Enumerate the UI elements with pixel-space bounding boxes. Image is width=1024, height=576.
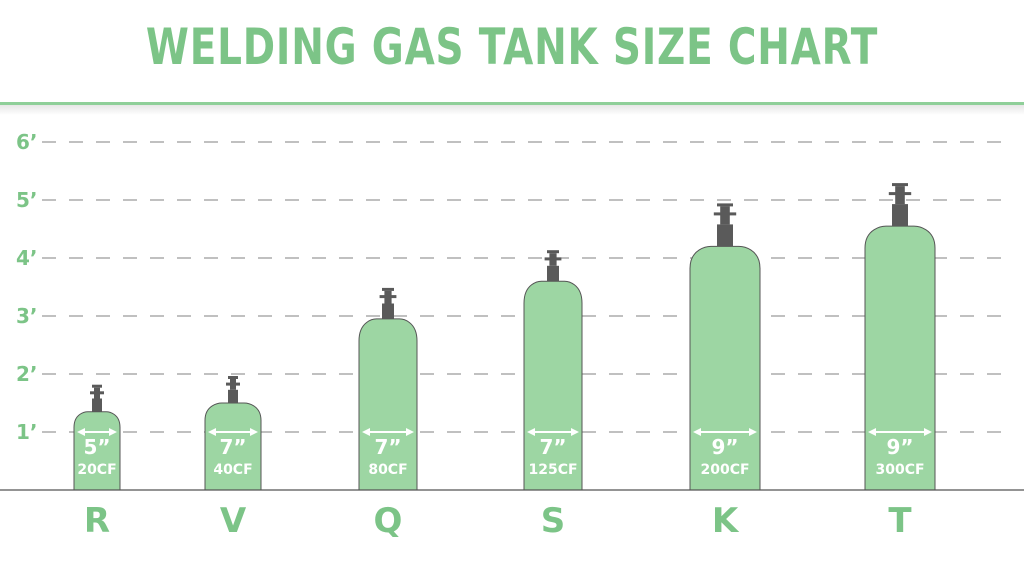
y-tick-label-5: 5’: [16, 188, 38, 212]
diameter-label-R: 5”: [83, 435, 110, 459]
tank-V: [204, 402, 262, 491]
diameter-arrowhead-left-V: [208, 428, 216, 436]
category-label-Q: Q: [374, 501, 403, 541]
valve-body-T: [892, 204, 908, 227]
valve-handle-R: [90, 391, 104, 395]
diameter-arrowhead-left-K: [693, 428, 701, 436]
chart-title: WELDING GAS TANK SIZE CHART: [145, 18, 879, 76]
capacity-label-Q: 80CF: [368, 462, 407, 478]
category-label-V: V: [220, 501, 247, 541]
diameter-arrowhead-left-R: [77, 428, 85, 436]
y-tick-label-4: 4’: [16, 246, 38, 270]
capacity-label-V: 40CF: [213, 462, 252, 478]
valve-body-Q: [382, 303, 394, 319]
diameter-label-S: 7”: [539, 435, 566, 459]
valve-cap-S: [547, 250, 559, 254]
valve-body-R: [92, 398, 102, 412]
capacity-label-T: 300CF: [875, 462, 924, 478]
title-divider-shadow: [0, 105, 1024, 115]
category-label-R: R: [84, 501, 110, 541]
valve-cap-T: [892, 183, 908, 187]
valve-body-S: [547, 265, 559, 282]
title-divider: [0, 102, 1024, 105]
tank-T: [864, 225, 936, 491]
diameter-arrowhead-right-T: [924, 428, 932, 436]
y-tick-label-2: 2’: [16, 362, 38, 386]
diameter-label-V: 7”: [219, 435, 246, 459]
valve-handle-K: [713, 212, 737, 216]
valve-handle-V: [226, 382, 240, 386]
category-label-K: K: [712, 501, 740, 541]
diameter-label-T: 9”: [886, 435, 913, 459]
tank-S: [523, 280, 583, 491]
valve-handle-Q: [379, 295, 397, 299]
category-label-S: S: [541, 501, 566, 541]
tank-K: [689, 245, 761, 491]
diameter-arrowhead-left-Q: [362, 428, 370, 436]
capacity-label-S: 125CF: [528, 462, 577, 478]
category-label-T: T: [888, 501, 912, 541]
diameter-arrowhead-right-Q: [406, 428, 414, 436]
valve-handle-T: [888, 192, 912, 196]
valve-body-K: [717, 224, 733, 247]
y-tick-label-1: 1’: [16, 420, 38, 444]
diameter-arrowhead-right-S: [571, 428, 579, 436]
diameter-arrowhead-right-V: [250, 428, 258, 436]
valve-body-V: [228, 389, 238, 403]
y-tick-label-6: 6’: [16, 130, 38, 154]
capacity-label-R: 20CF: [77, 462, 116, 478]
diameter-label-K: 9”: [711, 435, 738, 459]
valve-cap-K: [717, 203, 733, 207]
capacity-label-K: 200CF: [700, 462, 749, 478]
tank-Q: [358, 318, 418, 491]
diameter-arrowhead-right-K: [749, 428, 757, 436]
diameter-arrowhead-left-S: [527, 428, 535, 436]
diameter-label-Q: 7”: [374, 435, 401, 459]
y-tick-label-3: 3’: [16, 304, 38, 328]
valve-cap-Q: [382, 287, 394, 291]
valve-handle-S: [544, 257, 562, 261]
diameter-arrowhead-right-R: [109, 428, 117, 436]
valve-cap-R: [92, 384, 102, 388]
valve-cap-V: [228, 376, 238, 379]
diameter-arrowhead-left-T: [868, 428, 876, 436]
